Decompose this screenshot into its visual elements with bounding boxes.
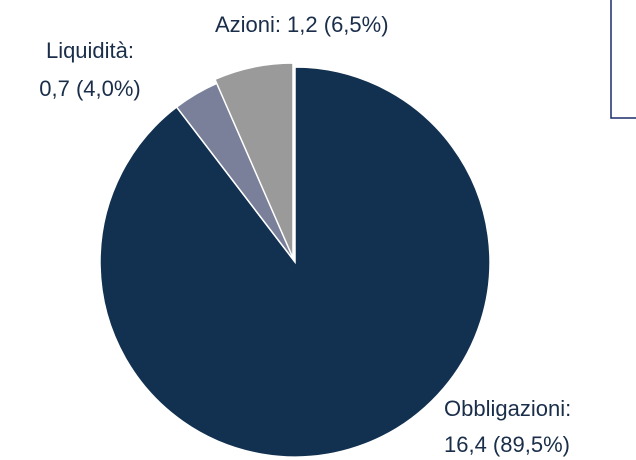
slice-label: Azioni: 1,2 (6,5%) xyxy=(215,12,389,37)
legend-box xyxy=(610,0,636,119)
slice-value-label: 0,7 (4,0%) xyxy=(39,76,141,101)
slice-name: Liquidità: xyxy=(46,38,134,63)
slice-name: Obbligazioni: xyxy=(444,396,571,421)
pie-slice xyxy=(213,62,294,259)
slice-name: Azioni: xyxy=(215,12,281,37)
slice-value-label: 16,4 (89,5%) xyxy=(444,432,570,457)
slice-value-label: 1,2 (6,5%) xyxy=(287,12,389,37)
